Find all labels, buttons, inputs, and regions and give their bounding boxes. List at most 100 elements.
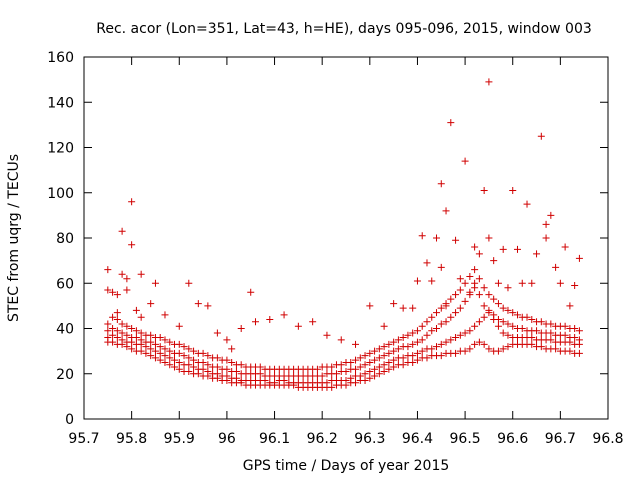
data-point bbox=[447, 119, 455, 127]
data-point bbox=[223, 356, 231, 364]
data-point bbox=[513, 245, 521, 253]
data-point bbox=[313, 365, 321, 373]
data-point bbox=[456, 331, 464, 339]
data-point bbox=[161, 352, 169, 360]
data-point bbox=[123, 322, 131, 330]
data-point bbox=[428, 277, 436, 285]
data-point bbox=[418, 347, 426, 355]
x-tick-label: 96.7 bbox=[545, 431, 576, 447]
data-point bbox=[475, 275, 483, 283]
data-point bbox=[113, 309, 121, 317]
data-point bbox=[118, 227, 126, 235]
data-point bbox=[433, 234, 441, 242]
data-point bbox=[366, 302, 374, 310]
data-point bbox=[171, 363, 179, 371]
data-point bbox=[571, 334, 579, 342]
data-point bbox=[409, 358, 417, 366]
data-point bbox=[366, 358, 374, 366]
data-point bbox=[390, 300, 398, 308]
data-point bbox=[571, 325, 579, 332]
data-point bbox=[151, 279, 159, 287]
data-point bbox=[237, 361, 245, 369]
data-point bbox=[237, 325, 245, 332]
data-point bbox=[556, 279, 564, 287]
data-point bbox=[542, 220, 550, 228]
data-point bbox=[123, 331, 131, 339]
data-point bbox=[418, 232, 426, 240]
data-point bbox=[109, 325, 117, 332]
series-lower bbox=[104, 338, 583, 391]
data-point bbox=[113, 327, 121, 335]
data-point bbox=[452, 334, 460, 342]
data-point bbox=[371, 372, 379, 380]
data-point bbox=[128, 198, 136, 206]
data-point bbox=[151, 354, 159, 362]
data-point bbox=[147, 300, 155, 308]
data-point bbox=[113, 334, 121, 342]
data-point bbox=[447, 336, 455, 344]
data-point bbox=[461, 279, 469, 287]
y-tick-label: 120 bbox=[47, 141, 74, 157]
data-point bbox=[437, 304, 445, 312]
data-point bbox=[504, 306, 512, 314]
data-point bbox=[380, 343, 388, 351]
y-tick-label: 100 bbox=[47, 186, 74, 202]
data-point bbox=[318, 372, 326, 380]
data-point bbox=[499, 329, 507, 337]
data-point bbox=[518, 325, 526, 332]
data-point bbox=[475, 291, 483, 299]
data-point bbox=[118, 270, 126, 278]
data-point bbox=[175, 365, 183, 373]
data-point bbox=[175, 340, 183, 348]
data-point bbox=[404, 343, 412, 351]
data-point bbox=[352, 365, 360, 373]
data-point bbox=[452, 349, 460, 357]
x-tick-label: 96.4 bbox=[402, 431, 433, 447]
data-point bbox=[390, 363, 398, 371]
x-axis-label: GPS time / Days of year 2015 bbox=[243, 458, 450, 474]
data-point bbox=[328, 383, 336, 391]
data-point bbox=[375, 370, 383, 378]
data-point bbox=[480, 340, 488, 348]
data-point bbox=[533, 250, 541, 258]
data-point bbox=[509, 309, 517, 317]
data-point bbox=[452, 291, 460, 299]
data-point bbox=[390, 338, 398, 346]
data-point bbox=[466, 272, 474, 280]
data-point bbox=[352, 340, 360, 348]
data-point bbox=[147, 338, 155, 346]
data-point bbox=[461, 329, 469, 337]
data-point bbox=[499, 318, 507, 326]
data-point bbox=[185, 279, 193, 287]
data-point bbox=[137, 347, 145, 355]
data-point bbox=[137, 336, 145, 344]
data-point bbox=[466, 288, 474, 296]
data-point bbox=[504, 331, 512, 339]
data-point bbox=[142, 349, 150, 357]
data-points bbox=[104, 78, 583, 391]
data-point bbox=[433, 325, 441, 332]
x-tick-label: 95.9 bbox=[164, 431, 195, 447]
data-point bbox=[390, 347, 398, 355]
data-point bbox=[509, 322, 517, 330]
data-point bbox=[437, 320, 445, 328]
data-point bbox=[447, 313, 455, 321]
data-point bbox=[537, 318, 545, 326]
data-point bbox=[137, 313, 145, 321]
y-tick-label: 160 bbox=[47, 50, 74, 66]
x-tick-label: 96.5 bbox=[450, 431, 481, 447]
data-point bbox=[561, 243, 569, 251]
data-point bbox=[485, 345, 493, 353]
data-point bbox=[190, 347, 198, 355]
data-point bbox=[523, 313, 531, 321]
data-point bbox=[190, 363, 198, 371]
data-point bbox=[485, 306, 493, 314]
x-tick-label: 95.8 bbox=[116, 431, 147, 447]
data-point bbox=[490, 311, 498, 319]
data-point bbox=[552, 345, 560, 353]
data-point bbox=[413, 338, 421, 346]
data-point bbox=[185, 361, 193, 369]
y-tick-labels: 0 20 40 60 80 100 120 140 160 bbox=[47, 50, 74, 428]
data-point bbox=[361, 377, 369, 385]
data-point bbox=[413, 327, 421, 335]
